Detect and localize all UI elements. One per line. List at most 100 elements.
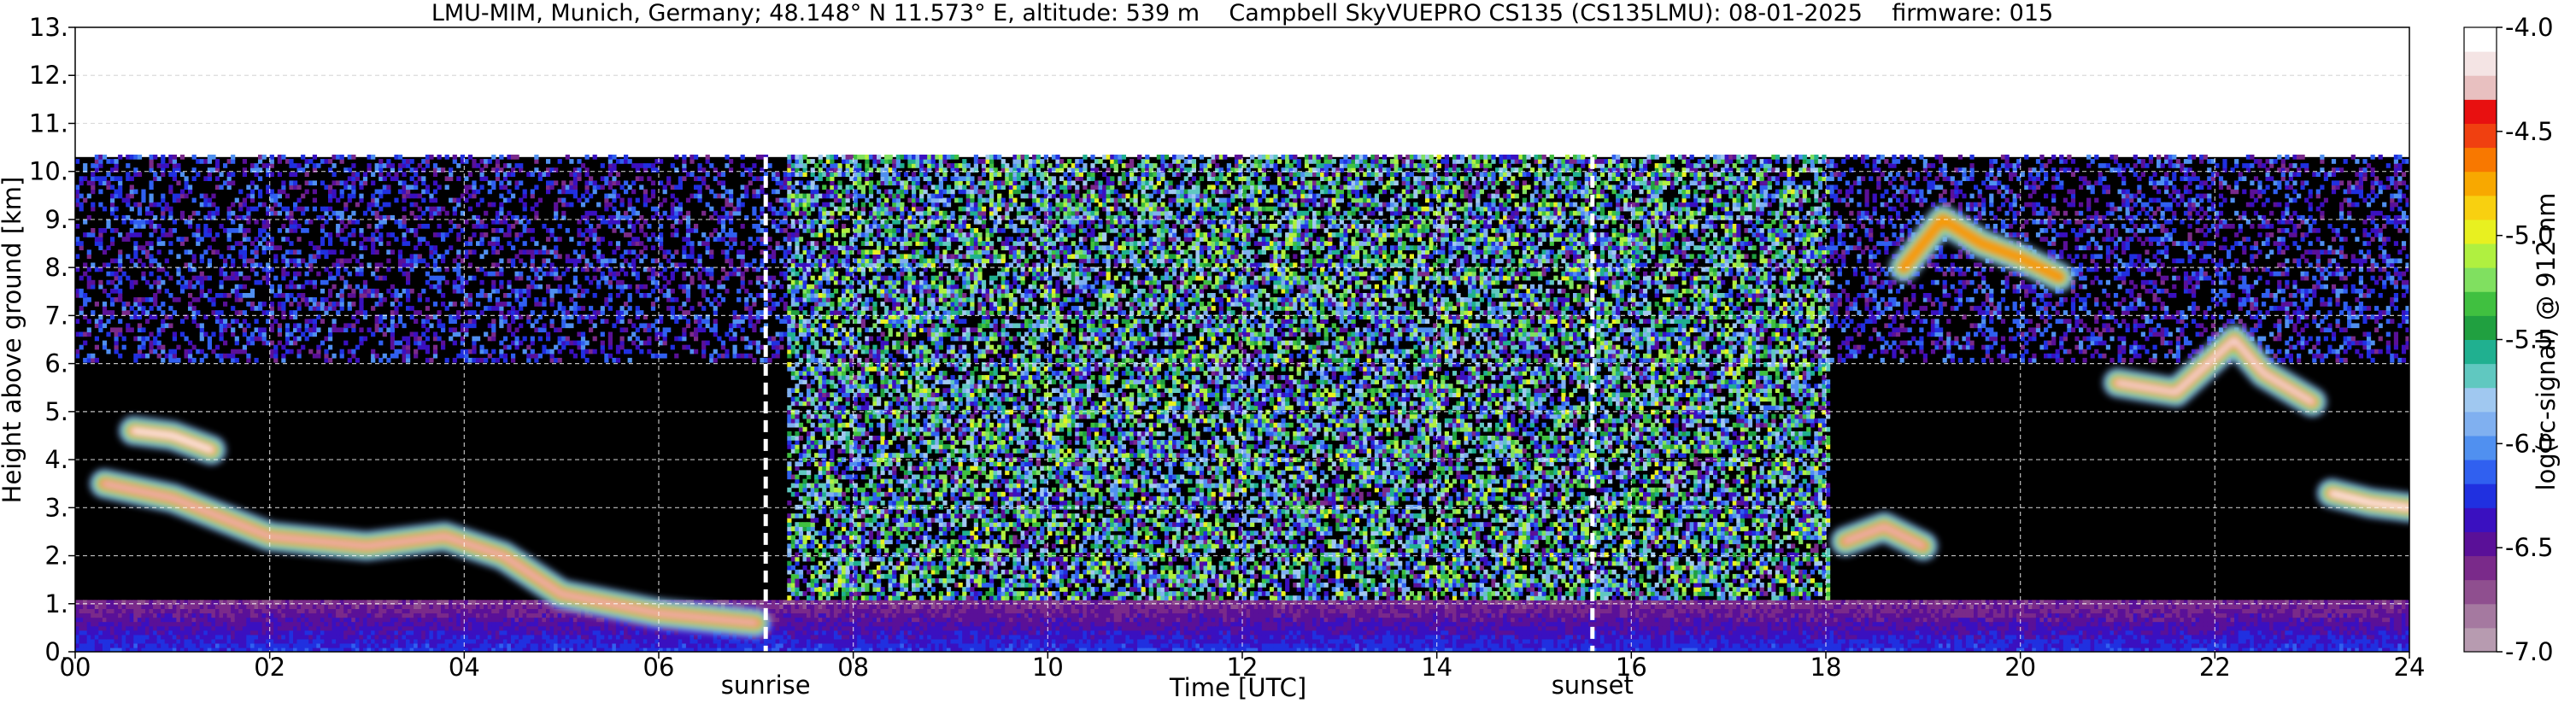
field-cell [130,185,134,190]
field-cell [110,297,114,302]
field-cell [215,163,220,168]
field-cell [98,176,103,181]
field-cell [196,639,200,644]
field-cell [231,635,235,640]
field-cell [118,613,122,618]
field-cell [83,297,87,302]
field-cell [87,639,91,644]
field-cell [168,358,173,363]
field-cell [141,190,145,195]
field-cell [138,259,142,264]
field-cell [75,202,79,208]
field-cell [235,310,239,315]
field-cell [227,232,232,237]
field-cell [211,639,215,644]
field-cell [168,604,173,609]
field-cell [223,302,227,307]
field-cell [215,630,220,636]
field-cell [126,254,130,259]
field-cell [246,639,250,644]
field-cell [223,323,227,328]
field-cell [91,608,95,613]
field-cell [161,622,165,627]
field-cell [168,155,173,160]
field-cell [145,241,150,246]
field-cell [168,630,173,636]
field-cell [200,254,204,259]
field-cell [106,280,110,285]
field-cell [114,259,119,264]
field-cell [173,220,177,225]
field-cell [196,626,200,631]
field-cell [192,358,197,363]
field-cell [246,358,250,363]
field-cell [192,259,197,264]
field-cell [208,639,212,644]
field-cell [208,176,212,181]
field-cell [87,630,91,636]
field-cell [173,604,177,609]
field-cell [141,297,145,302]
field-cell [200,604,204,609]
field-cell [246,293,250,298]
field-cell [145,211,150,216]
field-cell [192,297,197,302]
field-cell [110,302,114,307]
field-cell [168,613,173,618]
field-cell [215,207,220,212]
field-cell [87,254,91,259]
field-cell [141,198,145,203]
field-cell [231,626,235,631]
field-cell [165,618,169,623]
field-cell [87,232,91,237]
field-cell [133,254,138,259]
field-cell [130,613,134,618]
field-cell [98,608,103,613]
field-cell [122,337,126,342]
field-cell [215,639,220,644]
field-cell [133,613,138,618]
field-cell [246,618,250,623]
field-cell [208,345,212,350]
field-cell [145,622,150,627]
field-cell [227,159,232,164]
field-cell [75,630,79,636]
field-cell [215,293,220,298]
field-cell [157,635,161,640]
field-cell [176,163,180,168]
field-cell [118,626,122,631]
field-cell [114,630,119,636]
field-cell [157,630,161,636]
field-cell [150,194,154,199]
field-cell [153,626,157,631]
field-cell [126,194,130,199]
field-cell [141,224,145,229]
field-cell [118,354,122,359]
field-cell [75,622,79,627]
field-cell [75,159,79,164]
field-cell [235,341,239,346]
field-cell [223,163,227,168]
field-cell [150,635,154,640]
field-cell [98,159,103,164]
field-cell [153,297,157,302]
field-cell [246,630,250,636]
field-cell [238,254,243,259]
field-cell [188,220,192,225]
field-cell [79,245,84,250]
field-cell [192,319,197,324]
field-cell [215,176,220,181]
field-cell [126,327,130,332]
field-cell [122,643,126,648]
field-cell [168,306,173,311]
field-cell [215,211,220,216]
field-cell [75,185,79,190]
field-cell [231,604,235,609]
field-cell [161,639,165,644]
field-cell [122,306,126,311]
field-cell [180,643,185,648]
field-cell [110,327,114,332]
field-cell [114,289,119,294]
field-cell [79,639,84,644]
field-cell [114,337,119,342]
